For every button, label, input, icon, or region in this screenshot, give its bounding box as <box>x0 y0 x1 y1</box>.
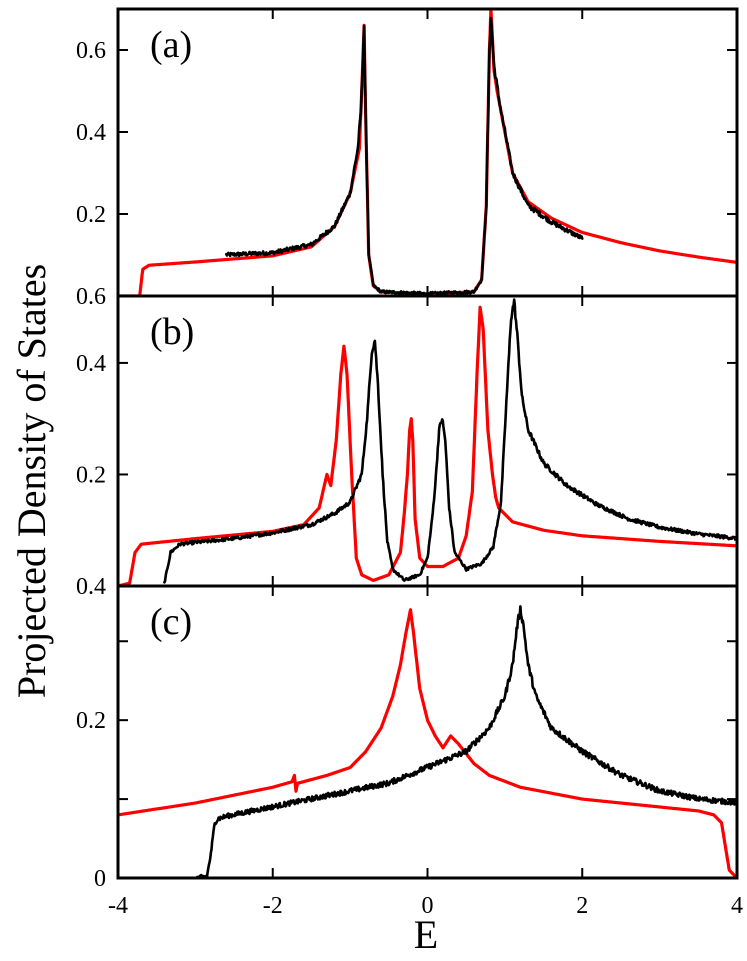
panel-label-c: (c) <box>150 601 192 643</box>
y-tick-label-c: 0 <box>94 866 106 892</box>
panel-a-frame <box>116 7 739 298</box>
series-black-line-panel-c <box>194 605 737 878</box>
series-red-line-panel-b <box>118 305 737 586</box>
panels-group: 0.6 0.2 0.4 0.6 (a) 0.4 0.2 0.4 (b) 0 0.2 (c) -4 -2 0 2… <box>76 7 743 919</box>
panel-b: 0.4 0.2 0.4 (b) <box>76 294 739 600</box>
y-tick-label-c: 0.2 <box>76 708 106 734</box>
panel-c: 0 0.2 (c) <box>76 584 739 892</box>
panel-c-frame <box>116 584 739 880</box>
y-tick-label-a: 0.4 <box>76 120 106 146</box>
series-black-line-panel-a <box>225 16 584 296</box>
series-red-line-panel-c <box>118 608 737 878</box>
panel-label-b: (b) <box>150 311 194 353</box>
x-tick-label: -4 <box>108 893 128 919</box>
panel-label-a: (a) <box>150 24 192 66</box>
y-axis-title: Projected Density of States <box>9 264 54 698</box>
panel-a: 0.6 0.2 0.4 0.6 (a) <box>76 7 739 310</box>
y-tick-label-a: 0.6 <box>76 38 106 64</box>
y-tick-label-a: 0.2 <box>76 202 106 228</box>
x-tick-label: 0 <box>422 893 434 919</box>
x-axis-title: E <box>414 912 438 957</box>
y-tick-label-b: 0.2 <box>76 462 106 488</box>
series-red-line-panel-a <box>118 9 737 296</box>
x-tick-label: -2 <box>263 893 283 919</box>
y-tick-label-a: 0.6 <box>76 284 106 310</box>
y-tick-label-b: 0.4 <box>76 351 106 377</box>
y-tick-label-b: 0.4 <box>76 574 106 600</box>
x-tick-label: 4 <box>731 893 743 919</box>
x-tick-label: 2 <box>576 893 588 919</box>
x-tick-labels: -4 -2 0 2 4 <box>108 893 743 919</box>
series-black-line-panel-b <box>163 298 737 584</box>
